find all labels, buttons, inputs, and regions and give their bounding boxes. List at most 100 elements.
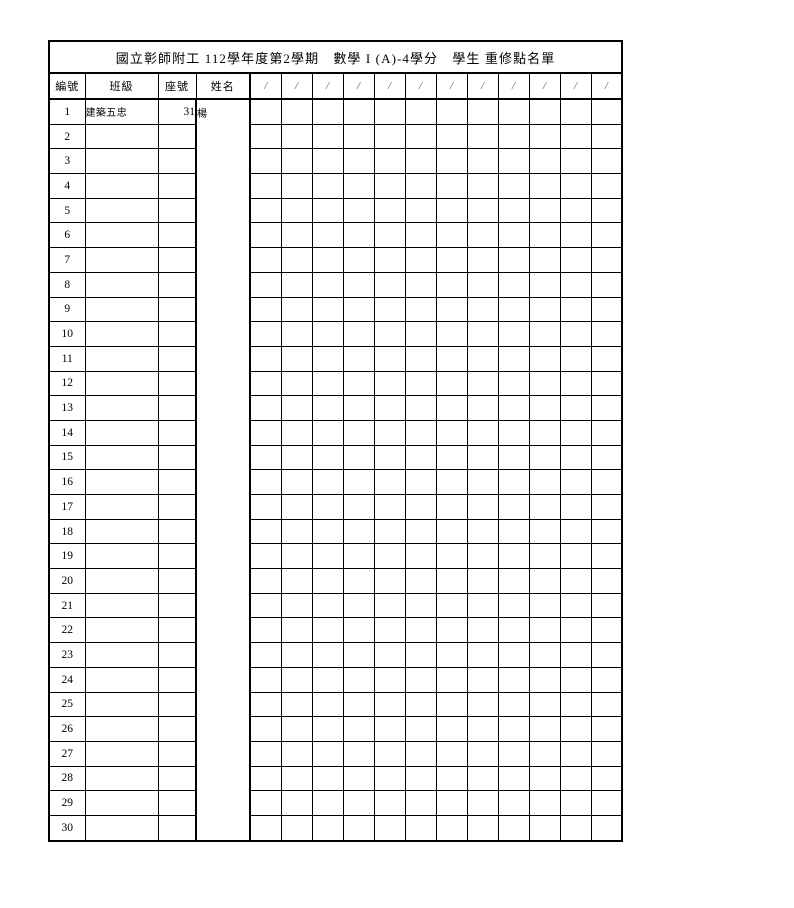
cell-attendance-mark[interactable] bbox=[497, 814, 530, 842]
cell-attendance-mark[interactable] bbox=[528, 543, 561, 570]
cell-attendance-mark[interactable] bbox=[497, 568, 530, 594]
cell-seat[interactable] bbox=[157, 197, 197, 224]
cell-attendance-mark[interactable] bbox=[528, 98, 561, 125]
cell-attendance-mark[interactable] bbox=[342, 592, 375, 619]
cell-attendance-mark[interactable] bbox=[249, 321, 282, 347]
cell-attendance-mark[interactable] bbox=[373, 419, 406, 446]
cell-attendance-mark[interactable] bbox=[466, 518, 499, 545]
cell-attendance-mark[interactable] bbox=[497, 790, 530, 816]
cell-attendance-mark[interactable] bbox=[404, 395, 437, 421]
cell-attendance-mark[interactable] bbox=[528, 370, 561, 397]
cell-attendance-mark[interactable] bbox=[559, 494, 592, 520]
cell-attendance-mark[interactable] bbox=[249, 98, 282, 125]
cell-class[interactable] bbox=[84, 197, 159, 224]
cell-attendance-mark[interactable] bbox=[528, 494, 561, 520]
cell-name[interactable] bbox=[196, 420, 250, 446]
cell-attendance-mark[interactable] bbox=[528, 617, 561, 644]
cell-attendance-mark[interactable] bbox=[435, 98, 468, 125]
cell-attendance-mark[interactable] bbox=[497, 543, 530, 570]
cell-attendance-mark[interactable] bbox=[342, 345, 375, 372]
cell-attendance-mark[interactable] bbox=[249, 148, 282, 175]
cell-attendance-mark[interactable] bbox=[435, 173, 468, 199]
cell-attendance-mark[interactable] bbox=[373, 197, 406, 224]
cell-attendance-mark[interactable] bbox=[559, 296, 592, 323]
cell-name[interactable] bbox=[196, 667, 250, 692]
cell-attendance-mark[interactable] bbox=[466, 617, 499, 644]
cell-attendance-mark[interactable] bbox=[404, 568, 437, 594]
cell-attendance-mark[interactable] bbox=[404, 790, 437, 816]
cell-attendance-mark[interactable] bbox=[466, 419, 499, 446]
cell-attendance-mark[interactable] bbox=[497, 247, 530, 273]
cell-attendance-mark[interactable] bbox=[559, 321, 592, 347]
cell-attendance-mark[interactable] bbox=[497, 740, 530, 767]
cell-attendance-mark[interactable] bbox=[497, 173, 530, 199]
cell-class[interactable] bbox=[84, 691, 159, 718]
cell-attendance-mark[interactable] bbox=[466, 98, 499, 125]
cell-seat[interactable] bbox=[157, 592, 197, 619]
cell-class[interactable] bbox=[84, 173, 159, 199]
cell-attendance-mark[interactable] bbox=[559, 197, 592, 224]
cell-attendance-mark[interactable] bbox=[342, 395, 375, 421]
cell-attendance-mark[interactable] bbox=[404, 740, 437, 767]
cell-seat[interactable] bbox=[157, 444, 197, 471]
cell-attendance-mark[interactable] bbox=[249, 395, 282, 421]
cell-attendance-mark[interactable] bbox=[404, 296, 437, 323]
cell-attendance-mark[interactable] bbox=[280, 592, 313, 619]
cell-attendance-mark[interactable] bbox=[249, 642, 282, 668]
cell-name[interactable] bbox=[196, 716, 250, 742]
cell-attendance-mark[interactable] bbox=[590, 592, 623, 619]
column-header-date-2[interactable]: / bbox=[280, 72, 313, 100]
cell-name[interactable] bbox=[196, 124, 250, 149]
cell-attendance-mark[interactable] bbox=[280, 790, 313, 816]
cell-attendance-mark[interactable] bbox=[528, 568, 561, 594]
cell-class[interactable] bbox=[84, 148, 159, 175]
cell-attendance-mark[interactable] bbox=[435, 740, 468, 767]
cell-attendance-mark[interactable] bbox=[404, 173, 437, 199]
cell-attendance-mark[interactable] bbox=[497, 321, 530, 347]
cell-attendance-mark[interactable] bbox=[590, 568, 623, 594]
cell-attendance-mark[interactable] bbox=[249, 197, 282, 224]
cell-seat[interactable] bbox=[157, 765, 197, 792]
cell-attendance-mark[interactable] bbox=[249, 617, 282, 644]
cell-attendance-mark[interactable] bbox=[280, 296, 313, 323]
cell-seat[interactable] bbox=[157, 469, 197, 495]
cell-attendance-mark[interactable] bbox=[249, 666, 282, 693]
cell-attendance-mark[interactable] bbox=[435, 419, 468, 446]
cell-attendance-mark[interactable] bbox=[435, 222, 468, 249]
cell-attendance-mark[interactable] bbox=[559, 691, 592, 718]
cell-attendance-mark[interactable] bbox=[466, 814, 499, 842]
cell-attendance-mark[interactable] bbox=[249, 123, 282, 150]
cell-attendance-mark[interactable] bbox=[342, 518, 375, 545]
cell-attendance-mark[interactable] bbox=[249, 765, 282, 792]
cell-attendance-mark[interactable] bbox=[373, 321, 406, 347]
cell-attendance-mark[interactable] bbox=[590, 691, 623, 718]
cell-attendance-mark[interactable] bbox=[528, 642, 561, 668]
cell-attendance-mark[interactable] bbox=[249, 370, 282, 397]
cell-attendance-mark[interactable] bbox=[559, 765, 592, 792]
cell-attendance-mark[interactable] bbox=[249, 568, 282, 594]
cell-attendance-mark[interactable] bbox=[466, 642, 499, 668]
cell-attendance-mark[interactable] bbox=[559, 642, 592, 668]
cell-name[interactable] bbox=[196, 297, 250, 322]
cell-attendance-mark[interactable] bbox=[280, 98, 313, 125]
cell-attendance-mark[interactable] bbox=[590, 321, 623, 347]
column-header-date-12[interactable]: / bbox=[590, 72, 623, 100]
cell-attendance-mark[interactable] bbox=[435, 345, 468, 372]
cell-attendance-mark[interactable] bbox=[528, 716, 561, 742]
cell-attendance-mark[interactable] bbox=[342, 419, 375, 446]
cell-attendance-mark[interactable] bbox=[559, 419, 592, 446]
cell-attendance-mark[interactable] bbox=[528, 296, 561, 323]
cell-name[interactable] bbox=[196, 593, 250, 618]
cell-attendance-mark[interactable] bbox=[311, 592, 344, 619]
cell-attendance-mark[interactable] bbox=[590, 716, 623, 742]
cell-attendance-mark[interactable] bbox=[435, 592, 468, 619]
cell-name[interactable] bbox=[196, 222, 250, 248]
cell-attendance-mark[interactable] bbox=[280, 691, 313, 718]
cell-attendance-mark[interactable] bbox=[249, 296, 282, 323]
cell-attendance-mark[interactable] bbox=[590, 790, 623, 816]
cell-class[interactable] bbox=[84, 765, 159, 792]
cell-attendance-mark[interactable] bbox=[590, 123, 623, 150]
cell-attendance-mark[interactable] bbox=[342, 666, 375, 693]
cell-attendance-mark[interactable] bbox=[435, 666, 468, 693]
cell-attendance-mark[interactable] bbox=[590, 666, 623, 693]
